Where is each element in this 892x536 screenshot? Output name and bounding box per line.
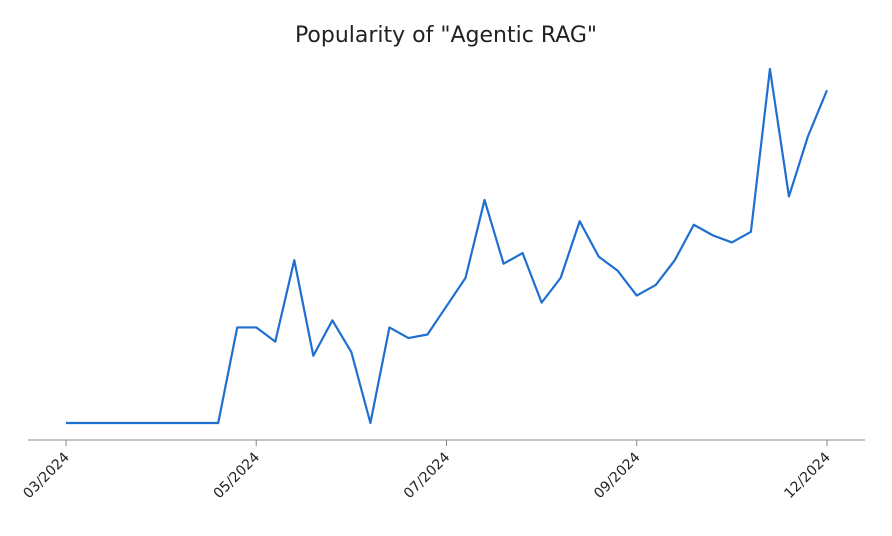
x-tick-label: 07/2024 <box>401 449 454 502</box>
x-tick-label: 09/2024 <box>591 449 644 502</box>
x-tick-label: 12/2024 <box>781 449 834 502</box>
line-series <box>66 67 829 425</box>
chart-title: Popularity of "Agentic RAG" <box>295 23 597 48</box>
x-tick-label: 03/2024 <box>20 449 73 502</box>
x-tick-label: 05/2024 <box>211 449 264 502</box>
